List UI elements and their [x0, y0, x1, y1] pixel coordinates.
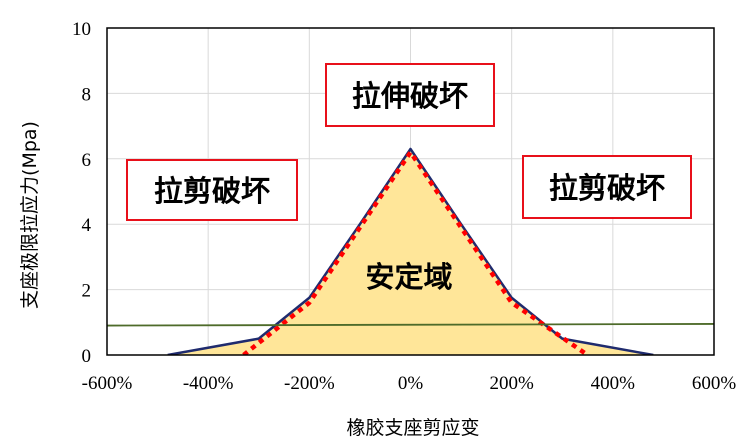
x-axis-title: 橡胶支座剪应变 — [346, 417, 479, 439]
svg-text:拉伸破坏: 拉伸破坏 — [352, 79, 468, 113]
safe-zone-fill — [167, 148, 654, 355]
y-tick-label: 6 — [82, 150, 92, 171]
x-tick-labels: -600% -400% -200% 0% 200% 400% 600% — [82, 373, 737, 394]
annotation-stable-zone: 安定域 — [365, 260, 452, 294]
y-tick-label: 4 — [82, 215, 92, 236]
x-tick-label: -400% — [183, 373, 234, 394]
series-lines — [107, 147, 714, 355]
series-line-2 — [107, 323, 714, 327]
x-tick-label: 400% — [591, 373, 636, 394]
svg-text:拉剪破坏: 拉剪破坏 — [154, 174, 270, 208]
x-tick-label: 200% — [490, 373, 535, 394]
series-line-1 — [242, 150, 589, 355]
y-tick-labels: 0 2 4 6 8 10 — [72, 19, 92, 367]
x-tick-label: 0% — [398, 373, 424, 394]
y-axis-title: 支座极限拉应力(Mpa) — [19, 121, 41, 309]
annotation-tension-shear-failure-right: 拉剪破坏 — [522, 155, 692, 219]
annotation-tension-shear-failure-left: 拉剪破坏 — [126, 159, 298, 221]
svg-text:拉剪破坏: 拉剪破坏 — [549, 171, 665, 205]
x-tick-label: 600% — [692, 373, 737, 394]
y-tick-label: 0 — [82, 346, 92, 367]
plot-frame — [106, 27, 715, 356]
x-tick-label: -600% — [82, 373, 133, 394]
y-tick-label: 8 — [82, 84, 92, 105]
y-tick-label: 2 — [82, 281, 92, 302]
y-tick-label: 10 — [72, 19, 91, 40]
annotation-tension-failure: 拉伸破坏 — [325, 63, 495, 127]
x-tick-label: -200% — [284, 373, 335, 394]
safe-zone-area — [167, 148, 654, 355]
